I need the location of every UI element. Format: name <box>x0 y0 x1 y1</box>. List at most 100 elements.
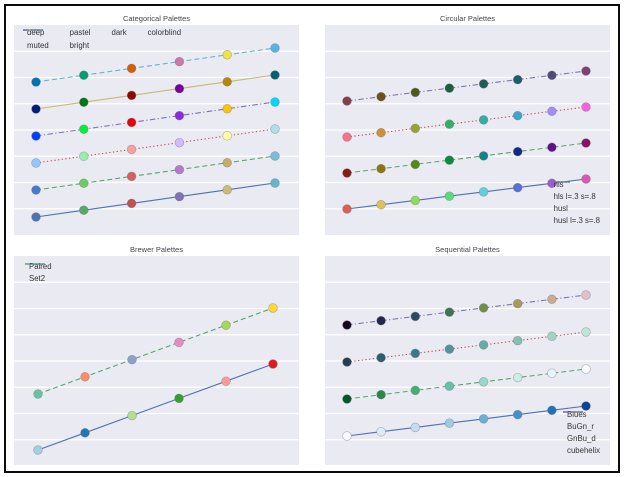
data-point-marker <box>174 191 185 202</box>
legend-line-icon <box>563 411 584 413</box>
data-point-marker <box>512 182 523 193</box>
data-point-marker <box>174 337 184 347</box>
data-point-marker <box>126 171 137 182</box>
data-point-marker <box>31 185 41 195</box>
legend-label: colorblind <box>147 28 182 37</box>
legend-label: husl l=.3 s=.8 <box>553 215 600 225</box>
data-point-marker <box>222 77 232 87</box>
data-point-marker <box>547 368 557 378</box>
legend-entry-husl: husl <box>549 180 600 215</box>
subplot-title-brewer: Brewer Palettes <box>130 244 183 254</box>
series-line-husl-l-3-s-8 <box>346 70 587 102</box>
data-point-marker <box>410 311 421 321</box>
series-line-bugn-r <box>346 367 587 400</box>
data-point-marker <box>581 363 591 374</box>
data-point-marker <box>221 319 231 330</box>
legend: Paired Set2 <box>24 261 52 285</box>
data-point-marker <box>547 294 557 304</box>
axes-brewer: Paired Set2 <box>14 255 299 465</box>
data-point-marker <box>174 110 185 121</box>
data-point-marker <box>512 409 523 419</box>
data-point-marker <box>581 138 591 148</box>
data-point-marker <box>79 70 89 80</box>
legend-entry-hls-l-3-s-8: hls l=.3 s=.8 <box>549 180 600 203</box>
data-point-marker <box>31 158 41 168</box>
legend-label: hls <box>553 179 564 189</box>
data-point-marker <box>547 106 557 117</box>
subplot-title-sequential: Sequential Palettes <box>435 244 500 254</box>
data-point-marker <box>268 302 278 313</box>
data-point-marker <box>127 354 137 364</box>
data-point-marker <box>410 159 421 170</box>
data-point-marker <box>222 104 232 114</box>
data-point-marker <box>126 198 137 209</box>
data-point-marker <box>174 83 185 94</box>
legend-entry-bugn-r: BuGn_r <box>562 411 600 433</box>
legend: hls hls l=.3 s=.8 husl husl l=.3 s=.8 <box>549 179 600 227</box>
axes-sequential: Blues BuGn_r GnBu_d cubehelix <box>325 255 610 465</box>
data-point-marker <box>444 380 455 391</box>
legend: Blues BuGn_r GnBu_d cubehelix <box>562 409 600 457</box>
legend-label: Set2 <box>29 273 46 283</box>
data-point-marker <box>79 124 89 134</box>
series-line-colorblind <box>35 47 276 83</box>
data-point-marker <box>174 137 185 148</box>
chart-canvas <box>14 43 299 222</box>
data-point-marker <box>478 115 489 125</box>
data-point-marker <box>270 97 280 107</box>
legend-label: BuGn_r <box>567 422 594 431</box>
chart-canvas <box>325 50 610 214</box>
data-point-marker <box>581 102 591 112</box>
axes-categorical: deep pastel dark colorblind muted bright <box>14 25 299 235</box>
subplot-sequential-palettes: Sequential Palettes Blues BuGn_r GnBu_d cub… <box>325 243 610 465</box>
data-point-marker <box>268 358 278 369</box>
data-point-marker <box>79 97 89 107</box>
figure-frame: Categorical Palettes deep pastel dark color… <box>4 4 620 473</box>
data-point-marker <box>376 199 386 210</box>
data-point-marker <box>512 110 523 121</box>
legend-entry-set2: Set2 <box>24 262 52 285</box>
data-point-marker <box>547 405 557 415</box>
data-point-marker <box>126 63 137 74</box>
data-point-marker <box>33 444 43 455</box>
legend-label: husl <box>553 203 568 213</box>
data-point-marker <box>222 50 232 60</box>
data-point-marker <box>512 335 523 345</box>
data-point-marker <box>31 212 41 222</box>
legend-label: Blues <box>567 410 587 419</box>
data-point-marker <box>270 124 280 134</box>
data-point-marker <box>342 356 352 367</box>
legend-entry-dark: dark <box>23 27 127 39</box>
data-point-marker <box>410 422 421 432</box>
data-point-marker <box>376 127 386 138</box>
data-point-marker <box>376 163 386 174</box>
legend-line-icon <box>23 29 43 31</box>
data-point-marker <box>478 339 489 350</box>
data-point-marker <box>342 393 352 404</box>
data-point-marker <box>410 348 421 358</box>
data-point-marker <box>342 96 352 106</box>
series-line-hls <box>346 178 587 210</box>
data-point-marker <box>376 389 386 399</box>
data-point-marker <box>376 426 386 436</box>
data-point-marker <box>478 302 489 313</box>
data-point-marker <box>410 385 421 395</box>
data-point-marker <box>410 195 421 206</box>
data-point-marker <box>478 151 489 161</box>
data-point-marker <box>31 104 41 114</box>
data-point-marker <box>376 315 386 325</box>
data-point-marker <box>512 146 523 157</box>
data-point-marker <box>127 410 137 420</box>
data-point-marker <box>512 372 523 382</box>
subplot-title-categorical: Categorical Palettes <box>122 14 191 23</box>
data-point-marker <box>342 132 352 142</box>
legend-label: deep <box>27 28 45 37</box>
data-point-marker <box>581 174 591 184</box>
data-point-marker <box>581 66 591 76</box>
data-point-marker <box>33 388 43 399</box>
data-point-marker <box>80 427 90 438</box>
data-point-marker <box>410 87 421 98</box>
data-point-marker <box>126 90 137 101</box>
data-point-marker <box>174 56 185 67</box>
